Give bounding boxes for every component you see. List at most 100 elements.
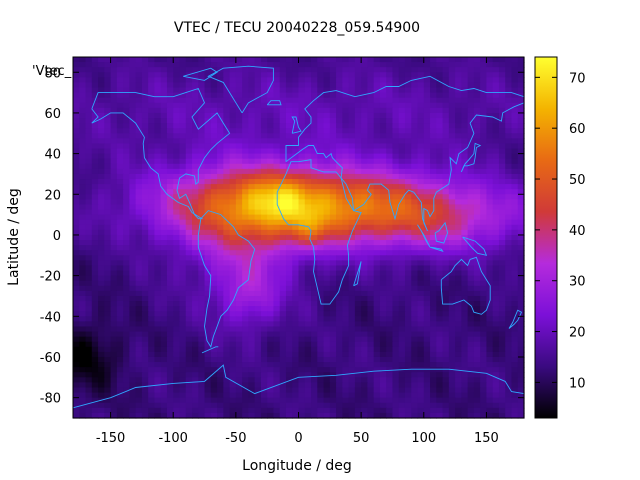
heatmap-cell xyxy=(267,255,275,261)
heatmap-cell xyxy=(304,377,312,383)
heatmap-cell xyxy=(73,204,80,211)
heatmap-cell xyxy=(461,194,469,200)
heatmap-cell xyxy=(104,62,112,68)
heatmap-cell xyxy=(267,326,275,333)
heatmap-cell xyxy=(336,397,343,404)
heatmap-cell xyxy=(517,260,525,267)
heatmap-cell xyxy=(392,290,400,297)
heatmap-cell xyxy=(110,402,118,409)
heatmap-cell xyxy=(473,204,481,211)
heatmap-cell xyxy=(392,82,400,89)
heatmap-cell xyxy=(398,184,406,190)
heatmap-cell xyxy=(505,82,513,89)
heatmap-cell xyxy=(292,240,300,246)
heatmap-cell xyxy=(254,224,262,231)
heatmap-cell xyxy=(135,306,143,312)
heatmap-cell xyxy=(254,62,262,68)
heatmap-cell xyxy=(179,265,187,272)
heatmap-cell xyxy=(110,255,118,261)
heatmap-cell xyxy=(166,311,174,317)
heatmap-cell xyxy=(417,280,425,287)
heatmap-cell xyxy=(229,189,237,195)
heatmap-cell xyxy=(260,229,268,236)
heatmap-cell xyxy=(166,275,174,282)
heatmap-cell xyxy=(210,189,218,195)
heatmap-cell xyxy=(480,301,488,307)
heatmap-cell xyxy=(430,316,437,322)
heatmap-cell xyxy=(404,209,412,216)
heatmap-cell xyxy=(455,92,462,99)
heatmap-cell xyxy=(273,260,281,267)
heatmap-cell xyxy=(423,245,431,251)
heatmap-cell xyxy=(254,382,262,389)
heatmap-cell xyxy=(254,240,262,246)
heatmap-cell xyxy=(185,372,193,378)
heatmap-cell xyxy=(129,229,137,236)
heatmap-cell xyxy=(267,143,275,150)
heatmap-cell xyxy=(311,362,318,368)
heatmap-cell xyxy=(154,402,162,409)
heatmap-cell xyxy=(79,377,87,383)
heatmap-cell xyxy=(304,163,312,170)
heatmap-cell xyxy=(135,184,143,190)
heatmap-cell xyxy=(292,311,300,317)
heatmap-cell xyxy=(248,102,256,109)
heatmap-cell xyxy=(361,356,368,363)
heatmap-cell xyxy=(235,158,243,165)
heatmap-cell xyxy=(85,102,93,109)
heatmap-cell xyxy=(361,311,368,317)
heatmap-cell xyxy=(198,265,206,272)
heatmap-cell xyxy=(217,97,224,104)
heatmap-cell xyxy=(210,311,218,317)
heatmap-cell xyxy=(354,260,362,267)
heatmap-cell xyxy=(398,377,406,383)
heatmap-cell xyxy=(361,214,368,221)
heatmap-cell xyxy=(342,250,350,256)
heatmap-cell xyxy=(323,316,331,322)
heatmap-cell xyxy=(160,250,168,256)
heatmap-cell xyxy=(185,275,193,282)
heatmap-cell xyxy=(73,148,80,155)
heatmap-cell xyxy=(486,341,494,348)
heatmap-cell xyxy=(379,326,387,333)
heatmap-cell xyxy=(361,362,368,368)
heatmap-cell xyxy=(304,173,312,180)
heatmap-cell xyxy=(317,265,325,272)
heatmap-cell xyxy=(498,311,506,317)
heatmap-cell xyxy=(229,331,237,338)
heatmap-cell xyxy=(160,219,168,226)
heatmap-cell xyxy=(166,260,174,267)
heatmap-cell xyxy=(492,148,500,155)
heatmap-cell xyxy=(473,133,481,139)
heatmap-cell xyxy=(436,392,444,399)
heatmap-cell xyxy=(116,270,124,277)
heatmap-cell xyxy=(398,250,406,256)
heatmap-cell xyxy=(511,346,519,353)
heatmap-cell xyxy=(386,153,394,160)
heatmap-cell xyxy=(166,270,174,277)
heatmap-cell xyxy=(473,199,481,206)
heatmap-cell xyxy=(73,102,80,109)
heatmap-cell xyxy=(123,362,130,368)
heatmap-cell xyxy=(185,72,193,78)
heatmap-cell xyxy=(254,270,262,277)
heatmap-cell xyxy=(361,402,368,409)
heatmap-cell xyxy=(229,214,237,221)
heatmap-cell xyxy=(179,112,187,119)
heatmap-cell xyxy=(73,128,80,134)
heatmap-cell xyxy=(260,163,268,170)
heatmap-cell xyxy=(492,336,500,343)
heatmap-cell xyxy=(398,199,406,206)
heatmap-cell xyxy=(511,372,519,378)
heatmap-cell xyxy=(267,118,275,124)
heatmap-cell xyxy=(311,123,318,129)
heatmap-cell xyxy=(411,224,419,231)
heatmap-cell xyxy=(379,112,387,119)
heatmap-cell xyxy=(123,255,130,261)
heatmap-cell xyxy=(229,184,237,190)
heatmap-cell xyxy=(386,168,394,175)
heatmap-cell xyxy=(511,250,519,256)
heatmap-cell xyxy=(367,204,375,211)
heatmap-cell xyxy=(379,204,387,211)
heatmap-cell xyxy=(461,158,469,165)
